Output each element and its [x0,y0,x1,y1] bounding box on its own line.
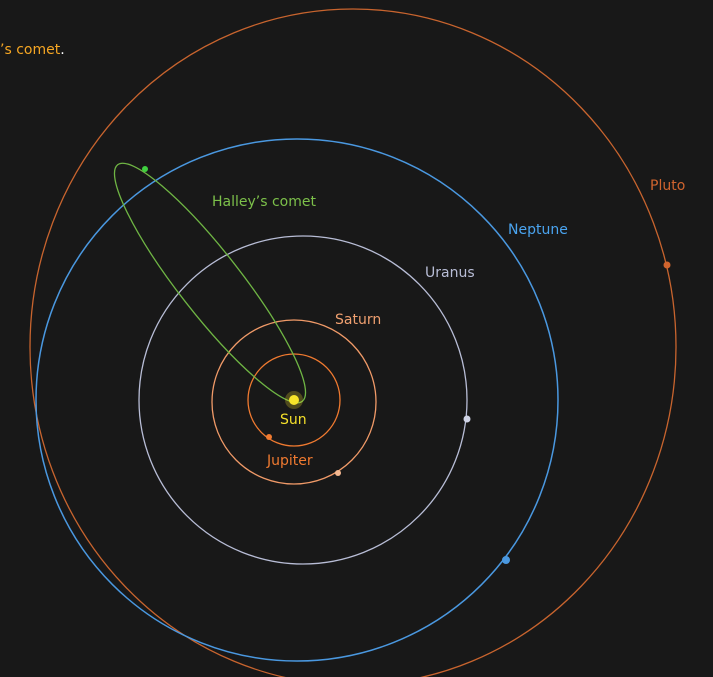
title: ’s comet. [0,42,65,58]
pluto-label: Pluto [650,178,685,194]
sun-glow [285,391,303,409]
halley-comet [142,166,148,172]
solar-system-diagram: ’s comet. Halley’s comet Neptune Uranus … [0,0,713,677]
halley-label: Halley’s comet [212,194,316,210]
pluto [664,262,671,269]
sun-label: Sun [280,412,307,428]
saturn-label: Saturn [335,312,381,328]
jupiter [266,434,272,440]
background [0,0,713,677]
jupiter-label: Jupiter [266,453,313,469]
uranus [464,416,471,423]
title-period: . [60,42,64,58]
neptune [502,556,510,564]
neptune-label: Neptune [508,222,568,238]
title-text: ’s comet [0,42,61,58]
saturn [335,470,341,476]
uranus-label: Uranus [425,265,475,281]
